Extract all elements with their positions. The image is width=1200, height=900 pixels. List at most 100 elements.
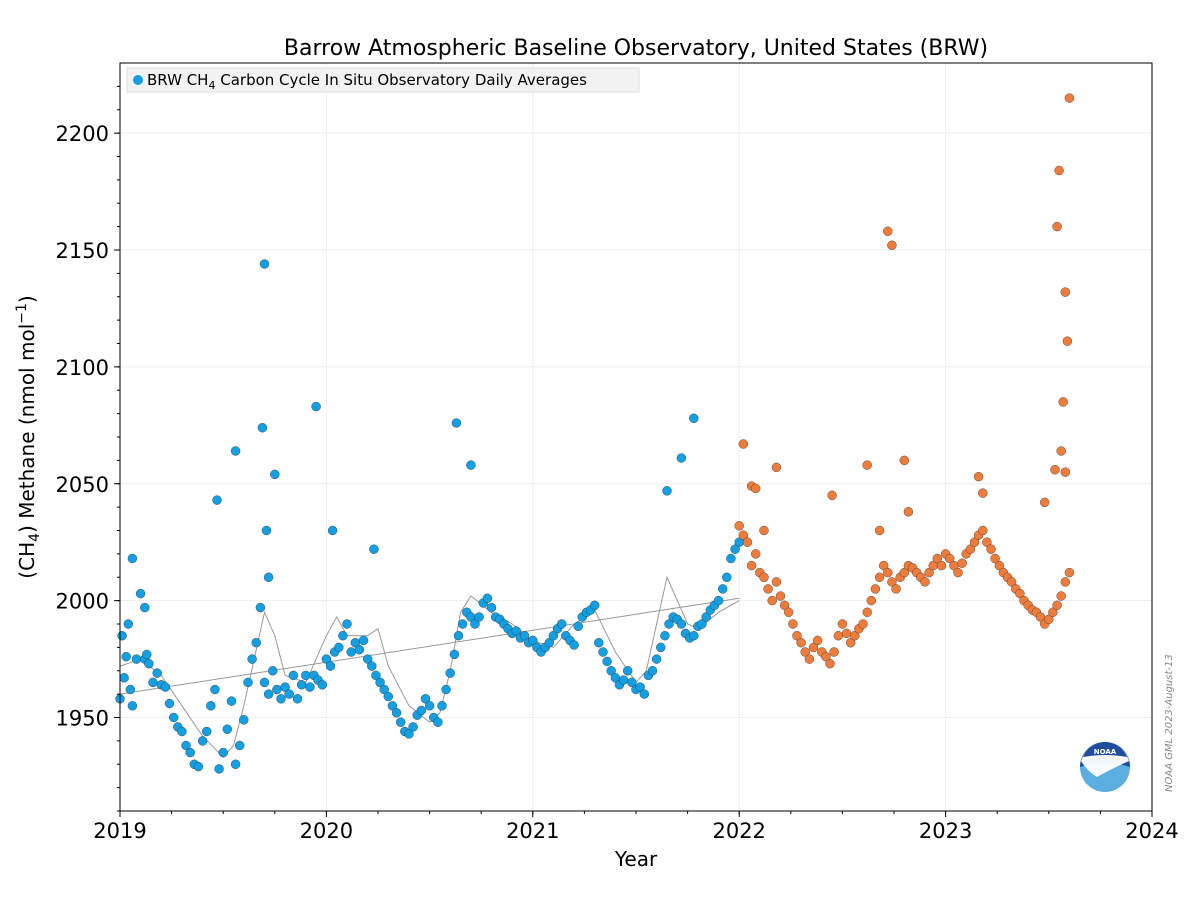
data-point-orange: [973, 472, 984, 482]
data-point-blue: [301, 670, 311, 681]
data-point-blue: [230, 759, 241, 769]
axis-ticks: 2019 2020 2021 2022 2023 2024 1950 2000 2050 2100…: [56, 85, 1179, 843]
data-point-blue: [623, 666, 633, 676]
data-point-blue: [635, 682, 645, 692]
data-point-blue: [142, 649, 152, 660]
legend-label: BRW CH4 Carbon Cycle In Situ Observatory…: [147, 71, 587, 92]
data-point-blue: [354, 645, 365, 655]
data-point-orange: [883, 226, 893, 237]
data-point-blue: [296, 680, 307, 690]
data-point-orange: [1015, 588, 1025, 599]
data-point-blue: [379, 684, 389, 695]
data-point-blue: [127, 553, 138, 564]
data-point-blue: [121, 652, 131, 662]
data-point-blue: [730, 544, 740, 554]
data-point-orange: [874, 525, 885, 536]
data-point-blue: [383, 691, 393, 702]
data-point-blue: [375, 677, 385, 688]
data-point-orange: [1050, 465, 1060, 475]
data-point-orange: [953, 567, 963, 578]
data-point-blue: [606, 666, 616, 676]
data-point-orange: [825, 659, 835, 669]
data-point-blue: [387, 701, 398, 711]
data-point-blue: [144, 659, 154, 669]
data-point-orange: [862, 460, 872, 470]
data-point-blue: [152, 668, 162, 678]
data-point-orange: [891, 584, 901, 594]
data-point-orange: [990, 553, 1000, 564]
data-point-blue: [656, 642, 666, 653]
data-point-blue: [160, 682, 171, 692]
data-point-orange: [866, 595, 876, 606]
data-point-blue: [288, 670, 299, 681]
data-point-blue: [573, 621, 583, 631]
data-point-orange: [1052, 221, 1062, 232]
data-point-blue: [602, 656, 612, 667]
data-point-blue: [486, 602, 497, 613]
data-point-blue: [689, 413, 699, 423]
data-point-orange: [1064, 93, 1075, 103]
x-tick-label: 2023: [919, 819, 972, 843]
trend-line: [119, 597, 740, 695]
data-point-blue: [598, 647, 608, 657]
data-point-blue: [280, 682, 290, 692]
data-point-blue: [391, 708, 402, 718]
data-point-orange: [899, 567, 909, 578]
data-point-blue: [664, 619, 674, 629]
data-point-blue: [651, 654, 662, 664]
data-point-orange: [1064, 567, 1075, 578]
data-point-blue: [449, 649, 460, 660]
data-point-blue: [474, 612, 484, 622]
data-point-orange: [982, 537, 992, 547]
data-point-blue: [544, 638, 554, 648]
y-tick-label: 2100: [56, 356, 109, 380]
data-point-orange: [808, 642, 819, 653]
y-tick-label: 1950: [56, 707, 109, 731]
data-point-orange: [850, 631, 860, 641]
data-point-blue: [433, 717, 443, 727]
data-point-orange: [1056, 446, 1066, 456]
data-point-orange: [957, 558, 967, 568]
data-point-orange: [986, 544, 996, 554]
data-point-orange: [932, 553, 942, 564]
credit-text: NOAA GML 2023-August-13: [1164, 654, 1175, 792]
data-point-blue: [701, 612, 711, 622]
data-point-blue: [594, 638, 604, 648]
data-point-blue: [259, 677, 270, 688]
data-point-orange: [965, 544, 976, 554]
data-point-blue: [284, 689, 294, 699]
data-point-blue: [125, 684, 136, 695]
x-tick-label: 2020: [300, 819, 353, 843]
data-point-blue: [117, 631, 127, 641]
noaa-logo: NOAA: [1080, 742, 1130, 792]
data-point-blue: [416, 705, 426, 716]
data-point-blue: [338, 631, 348, 641]
data-point-orange: [1060, 287, 1071, 297]
data-point-orange: [800, 647, 810, 657]
data-point-orange: [862, 607, 872, 617]
data-point-blue: [371, 670, 381, 681]
data-point-blue: [466, 460, 476, 470]
data-point-orange: [1060, 577, 1071, 587]
data-point-blue: [185, 747, 195, 758]
data-point-blue: [327, 525, 338, 536]
data-point-blue: [214, 764, 224, 774]
data-point-blue: [311, 401, 321, 412]
data-point-blue: [263, 689, 274, 699]
data-point-blue: [222, 724, 233, 734]
data-point-orange: [751, 483, 761, 494]
plot-area: [120, 63, 1152, 811]
data-point-orange: [833, 631, 843, 641]
data-point-blue: [420, 694, 431, 704]
data-point-orange: [775, 591, 786, 601]
data-point-blue: [404, 729, 414, 739]
data-point-orange: [784, 607, 794, 617]
y-tick-label: 2200: [56, 122, 109, 146]
data-point-orange: [1044, 614, 1054, 624]
data-point-blue: [346, 647, 356, 657]
data-point-blue: [569, 640, 579, 650]
data-point-blue: [713, 595, 724, 606]
data-point-blue: [548, 631, 559, 641]
data-point-blue: [557, 619, 567, 629]
data-point-orange: [829, 647, 839, 657]
